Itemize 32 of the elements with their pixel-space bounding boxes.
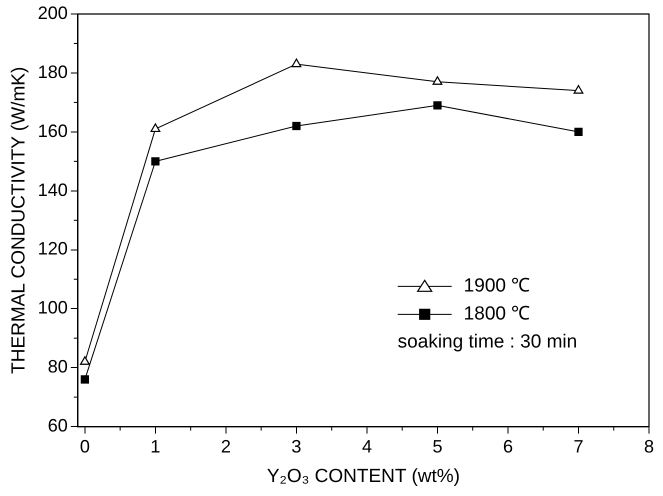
y-tick-label: 200 — [38, 2, 68, 23]
x-tick-label: 2 — [220, 436, 231, 456]
y-tick-label: 180 — [38, 62, 68, 82]
legend-label: 1800 ℃ — [464, 304, 530, 325]
point — [292, 122, 301, 130]
x-axis-title: Y₂O₃ CONTENT (wt%) — [266, 466, 460, 487]
x-tick-label: 3 — [291, 436, 302, 456]
x-tick-label: 7 — [573, 436, 584, 456]
legend-label: 1900 ℃ — [464, 276, 530, 297]
y-tick-label: 60 — [48, 416, 68, 436]
point — [574, 85, 584, 94]
x-tick-label: 8 — [644, 436, 654, 456]
x-tick-label: 1 — [150, 436, 160, 456]
point — [80, 356, 90, 365]
x-tick-label: 0 — [80, 436, 90, 456]
point — [574, 128, 583, 136]
point — [151, 157, 160, 166]
point — [150, 123, 160, 132]
point — [80, 375, 90, 384]
point — [291, 58, 302, 68]
annotation: soaking time : 30 min — [398, 332, 578, 353]
point — [432, 76, 442, 85]
y-axis-title: THERMAL CONDUCTIVITY (W/mK) — [8, 66, 30, 374]
x-tick-label: 5 — [432, 436, 442, 456]
x-tick-label: 6 — [502, 436, 513, 456]
y-tick-label: 80 — [48, 356, 68, 377]
point — [433, 101, 442, 110]
y-tick-label: 120 — [38, 238, 68, 259]
y-tick-label: 160 — [38, 120, 68, 141]
y-tick-label: 100 — [38, 298, 68, 318]
x-tick-label: 4 — [362, 436, 372, 456]
y-tick-label: 140 — [38, 180, 68, 200]
